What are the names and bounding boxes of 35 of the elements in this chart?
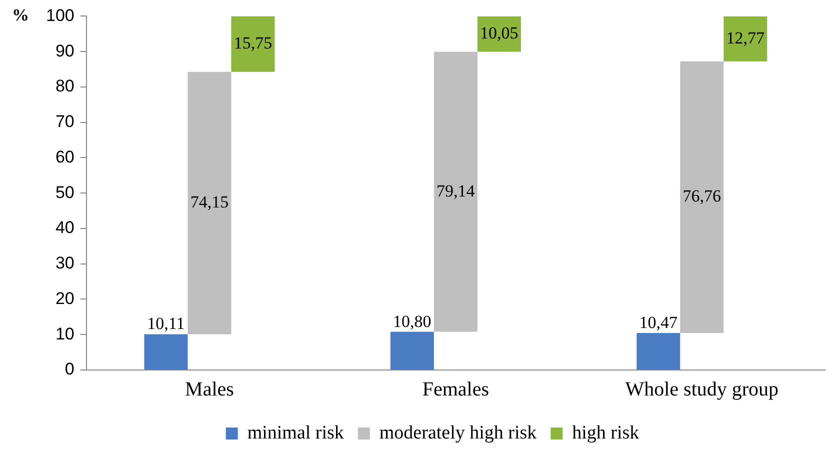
y-tick-label: 90 [55, 41, 74, 60]
y-axis-title: % [12, 6, 29, 25]
bar [390, 332, 434, 370]
bar [636, 332, 680, 370]
y-tick-label: 0 [64, 360, 74, 379]
bar [724, 16, 768, 62]
data-label: 10,47 [639, 312, 678, 332]
data-label: 12,77 [726, 28, 766, 48]
x-tick-label: Whole study group [625, 378, 779, 400]
legend-label: minimal risk [247, 422, 344, 444]
x-tick-label: Females [422, 378, 490, 400]
bar [188, 72, 232, 334]
bar [144, 334, 188, 370]
data-label: 10,11 [147, 314, 185, 334]
data-label: 79,14 [436, 181, 476, 200]
data-label: 10,05 [480, 23, 518, 42]
y-tick-label: 100 [46, 6, 74, 25]
bar [434, 52, 478, 332]
data-label: 74,15 [190, 192, 229, 212]
y-tick-label: 80 [55, 76, 74, 96]
y-tick-label: 50 [55, 182, 74, 202]
y-tick-label: 10 [55, 324, 74, 344]
data-label: 10,80 [393, 312, 432, 331]
y-tick-label: 60 [55, 147, 74, 166]
y-tick-label: 70 [55, 112, 74, 132]
legend-label: moderately high risk [379, 422, 538, 444]
legend-label: high risk [572, 422, 640, 444]
data-label: 76,76 [682, 186, 722, 206]
data-label: 15,75 [234, 33, 272, 52]
bar [680, 61, 724, 333]
bar [231, 16, 275, 72]
y-tick-label: 30 [55, 254, 74, 273]
x-tick-label: Males [185, 378, 234, 400]
y-tick-label: 40 [55, 218, 74, 238]
y-tick-label: 20 [55, 288, 74, 308]
